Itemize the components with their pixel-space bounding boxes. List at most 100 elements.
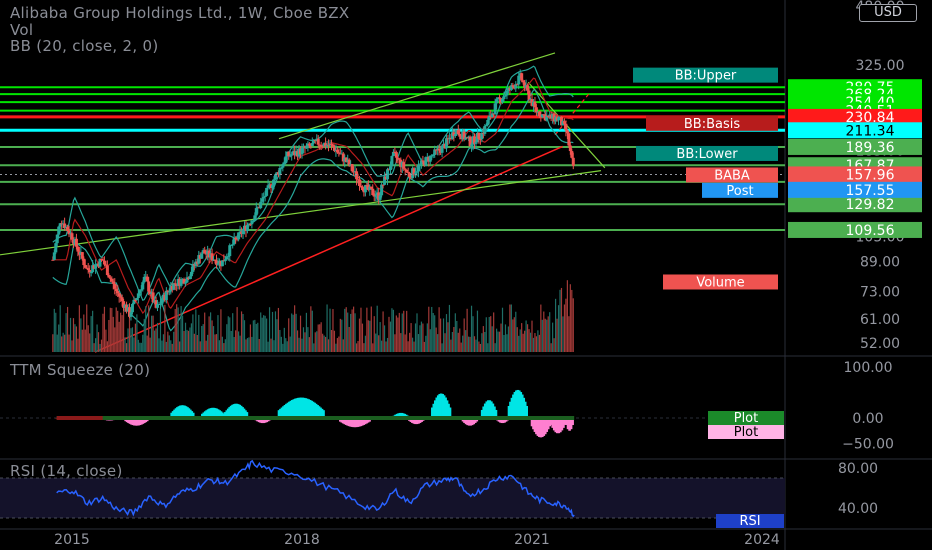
ttm-histogram-bar	[525, 405, 528, 418]
ttm-histogram-bar	[523, 401, 527, 418]
ttm-histogram-bar	[216, 409, 220, 418]
candle-body	[108, 277, 112, 279]
candle-body	[331, 144, 335, 147]
candle-body	[184, 282, 188, 284]
volume-bar	[97, 332, 100, 352]
ttm-histogram-bar	[134, 418, 138, 426]
volume-bar	[496, 328, 498, 352]
ttm-histogram-bar	[530, 418, 534, 427]
ttm-histogram-bar	[343, 418, 347, 425]
volume-bar	[453, 327, 455, 352]
candle-body	[113, 283, 117, 289]
ttm-histogram-bar	[466, 418, 469, 426]
ttm-histogram-bar	[560, 418, 564, 431]
candle-body	[83, 265, 87, 268]
ttm-histogram-bar	[234, 403, 237, 418]
candle-body	[394, 152, 398, 158]
ttm-legend-badge	[708, 425, 784, 439]
ttm-histogram-bar	[464, 418, 468, 425]
candle-body	[273, 174, 277, 180]
volume-bar	[170, 340, 172, 352]
ttm-histogram-bar	[543, 418, 547, 435]
rsi-tick-label: 80.00	[838, 461, 878, 477]
volume-bar	[397, 317, 399, 352]
volume-bar	[130, 328, 132, 352]
candle-body	[250, 220, 254, 225]
candle-body	[324, 143, 328, 147]
volume-bar	[431, 306, 433, 352]
series-tag	[636, 145, 778, 161]
candle-body	[307, 143, 311, 146]
volume-bar	[125, 343, 128, 352]
volume-bar	[183, 330, 185, 352]
volume-bar	[53, 308, 55, 352]
volume-bar	[364, 335, 366, 352]
ttm-histogram-bar	[180, 405, 184, 418]
level-price-badge	[788, 221, 922, 238]
volume-bar	[481, 333, 483, 352]
ttm-histogram-bar	[221, 412, 224, 418]
post-price-label: 157.55	[846, 183, 895, 199]
volume-bar	[146, 335, 148, 352]
candle-body	[179, 279, 183, 286]
ttm-histogram-bar	[359, 418, 363, 427]
volume-bar	[115, 307, 117, 352]
candle-body	[63, 223, 67, 229]
volume-bar	[74, 324, 76, 352]
time-tick-label: 2015	[54, 532, 90, 548]
volume-bar	[345, 307, 347, 352]
candle-body	[111, 281, 115, 284]
ttm-histogram-bar	[55, 418, 58, 419]
ttm-histogram-bar	[513, 392, 517, 418]
candle-body	[477, 132, 481, 139]
volume-bar	[571, 289, 573, 352]
ttm-histogram-bar	[176, 407, 179, 418]
volume-bar	[58, 324, 60, 352]
volume-bar	[289, 336, 291, 352]
ttm-histogram-bar	[546, 418, 550, 430]
candle-body	[380, 184, 384, 196]
ttm-histogram-bar	[414, 418, 417, 425]
candle-body	[337, 152, 341, 154]
ttm-histogram-bar	[171, 411, 175, 418]
candle-body	[456, 130, 460, 134]
volume-bar	[273, 340, 275, 352]
currency-selector[interactable]: USD	[859, 4, 917, 22]
candle-body	[216, 263, 220, 265]
series-tag-label: BB:Lower	[676, 147, 738, 162]
volume-bar	[153, 330, 156, 352]
volume-bar	[106, 341, 108, 352]
volume-bar	[348, 326, 350, 352]
volume-bar	[282, 343, 284, 352]
candle-body	[391, 151, 395, 157]
volume-bar	[547, 316, 549, 352]
ttm-histogram-bar	[539, 418, 543, 438]
volume-bar	[226, 324, 228, 352]
ttm-histogram-bar	[518, 390, 521, 418]
volume-bar	[470, 305, 473, 352]
volume-bar	[229, 317, 231, 352]
volume-bar	[131, 327, 134, 352]
candle-body	[452, 132, 456, 136]
volume-bar	[457, 332, 459, 352]
volume-bar	[189, 327, 191, 352]
series-tag	[633, 67, 778, 83]
ttm-histogram-bar	[310, 400, 313, 418]
ttm-histogram-bar	[349, 418, 352, 427]
volume-bar	[534, 333, 536, 352]
volume-bar	[215, 334, 218, 352]
candle-body	[363, 185, 367, 193]
volume-bar	[490, 316, 492, 352]
volume-bar	[445, 314, 448, 352]
volume-bar	[152, 315, 154, 352]
candle-body	[58, 223, 62, 227]
volume-bar	[311, 310, 313, 352]
ttm-histogram-bar	[442, 395, 446, 418]
candle-body	[498, 97, 502, 99]
volume-bar	[478, 341, 480, 352]
ttm-histogram-bar	[522, 397, 526, 418]
volume-bar	[56, 334, 58, 352]
candle-body	[440, 145, 444, 153]
ttm-histogram-bar	[218, 410, 221, 418]
